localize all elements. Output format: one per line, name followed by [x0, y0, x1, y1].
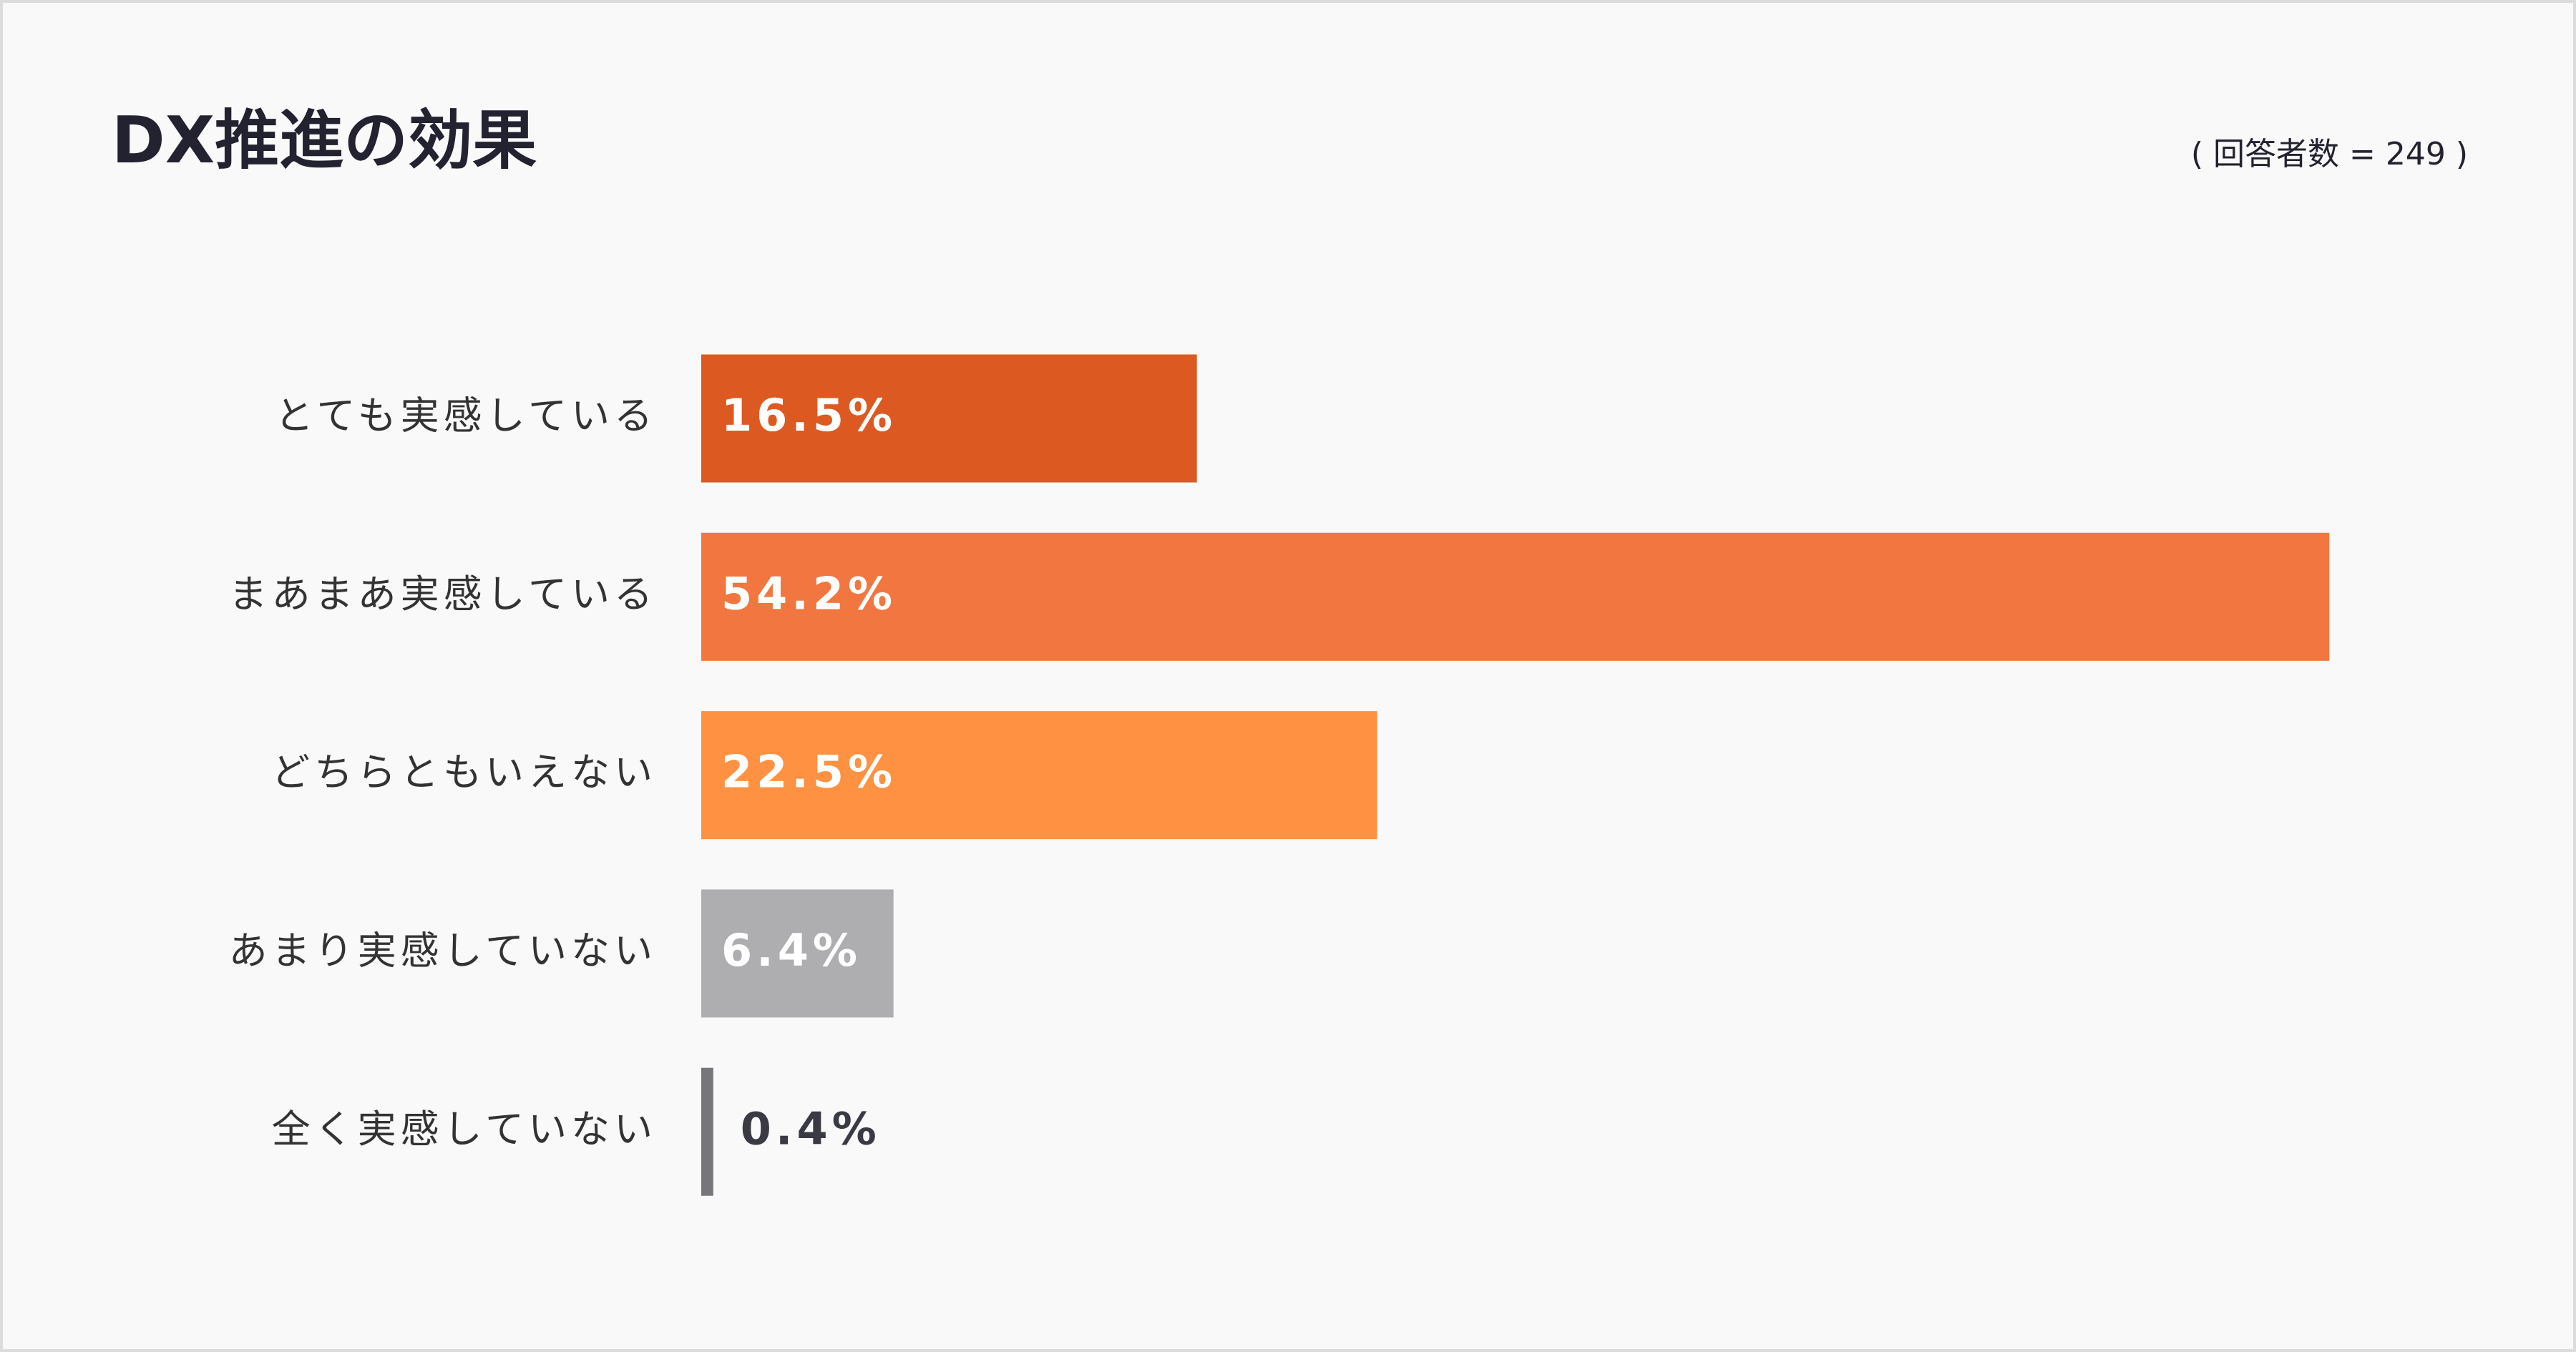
category-label: とても実感している [275, 393, 657, 439]
bar [701, 532, 2330, 661]
bar [701, 889, 894, 1018]
value-label: 16.5% [721, 389, 897, 441]
value-label: 22.5% [721, 746, 897, 798]
category-label: あまり実感していない [229, 929, 657, 974]
category-label: まあまあ実感している [229, 572, 657, 617]
chart-title: DX推進の効果 [112, 103, 537, 178]
value-label: 6.4% [721, 924, 862, 976]
value-label: 0.4% [741, 1102, 881, 1155]
category-label: どちらともいえない [271, 750, 657, 795]
bar [701, 711, 1377, 840]
bar [701, 1067, 713, 1196]
value-label: 54.2% [721, 567, 897, 619]
bar [701, 354, 1197, 483]
subtitle: ( 回答者数 = 249 ) [2191, 136, 2468, 172]
category-label: 全く実感していない [272, 1107, 657, 1152]
